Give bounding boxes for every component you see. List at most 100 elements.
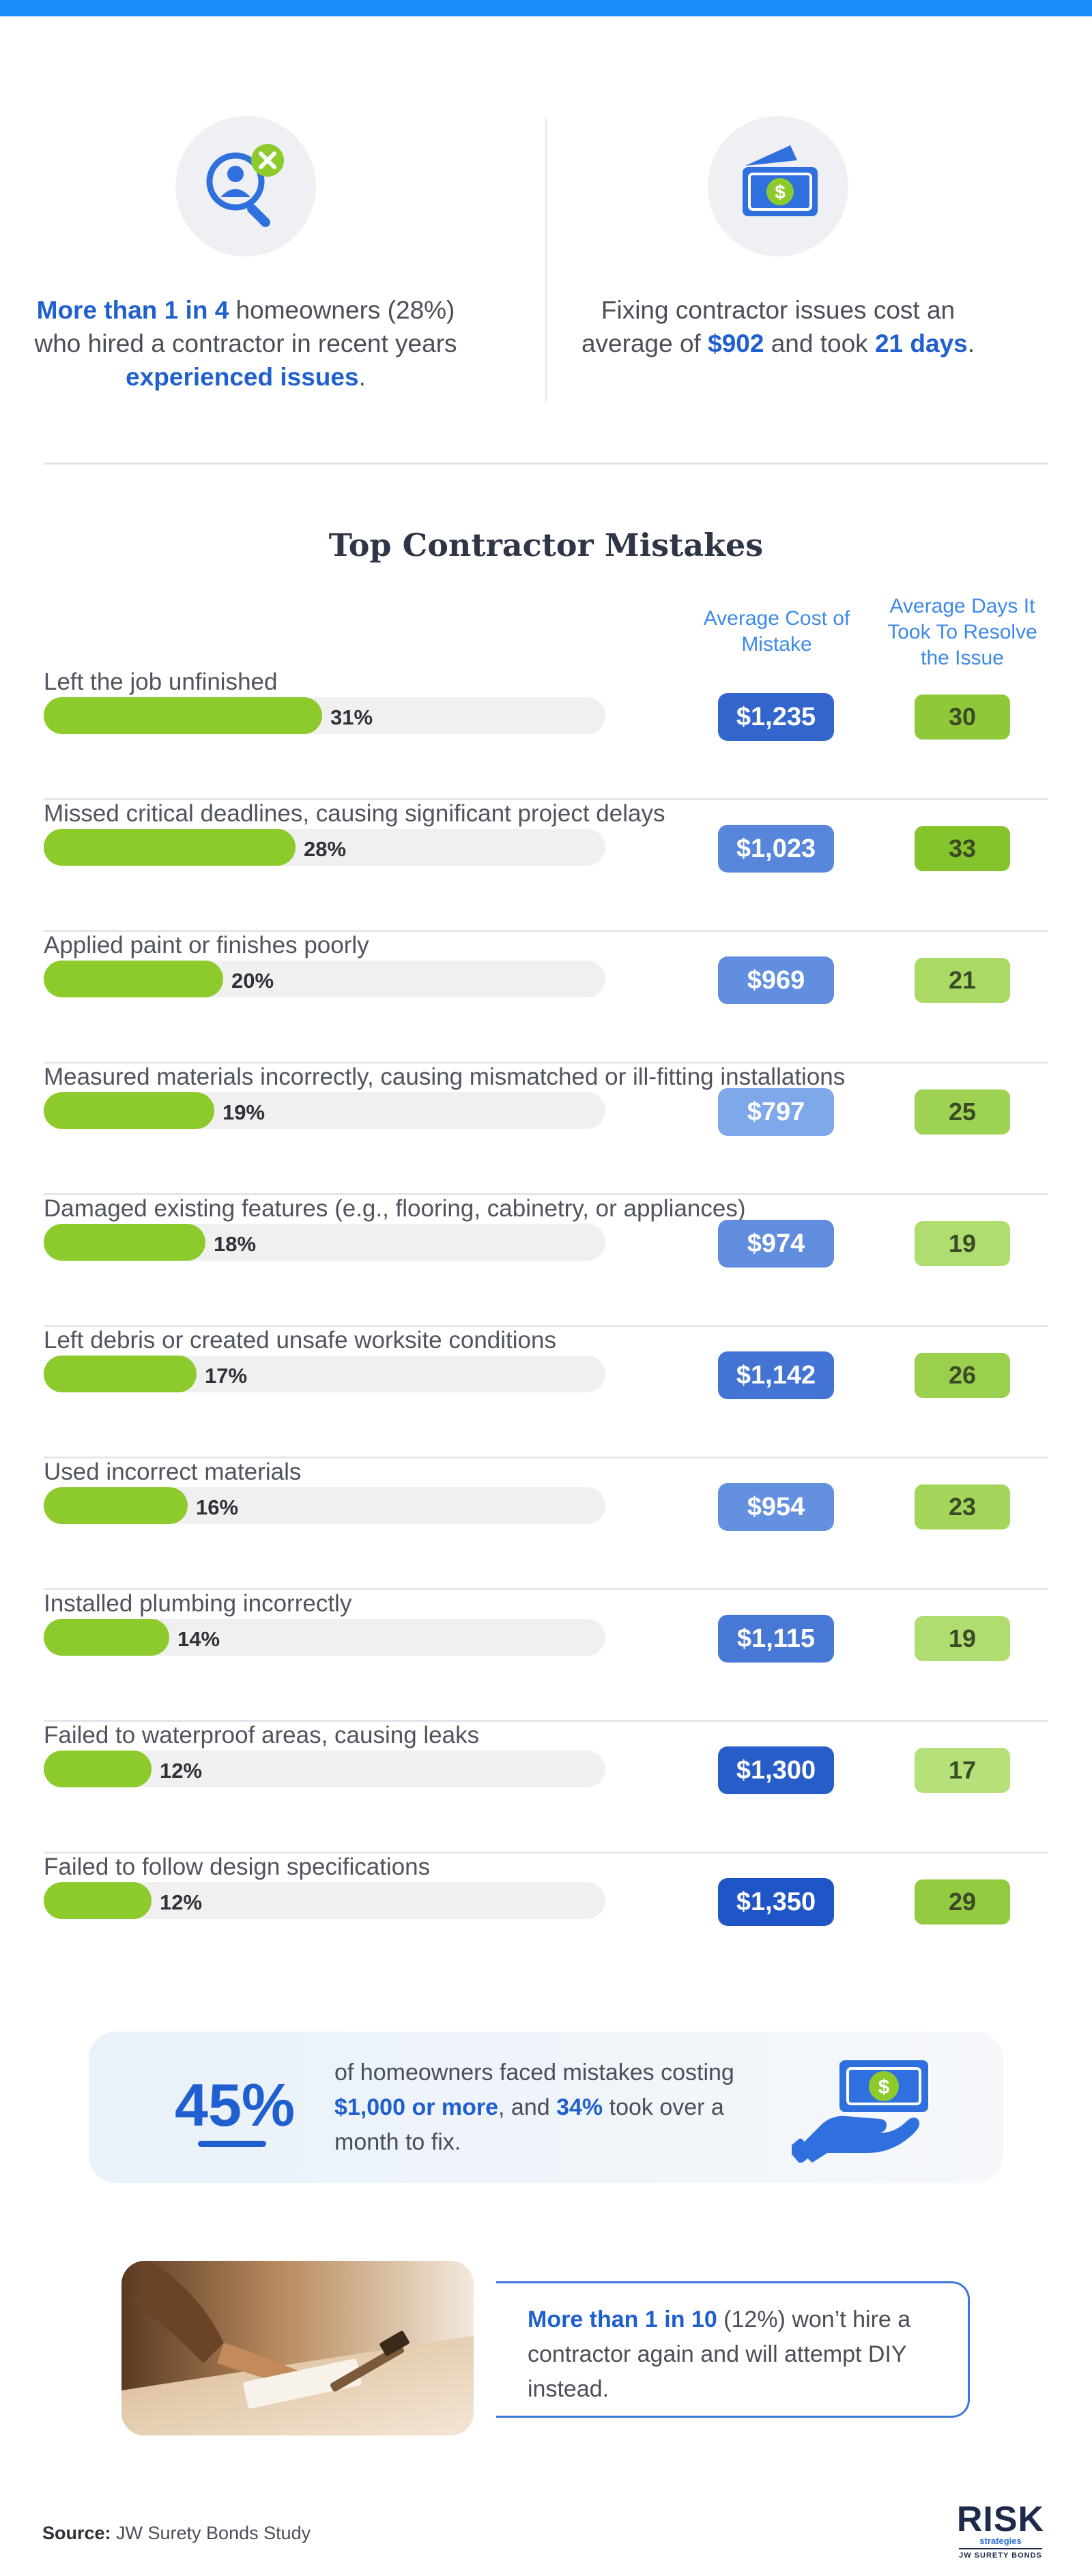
callout-percentage: 45% — [175, 2071, 296, 2139]
source-text: JW Surety Bonds Study — [111, 2523, 311, 2543]
bar-percentage-label: 19% — [222, 1100, 265, 1124]
bar-fill — [44, 1356, 197, 1392]
bar-percentage-label: 31% — [330, 705, 373, 729]
bar-fill — [44, 1224, 205, 1261]
logo-rule — [959, 2548, 1042, 2549]
contractor-photo-illustration — [121, 2261, 474, 2435]
mistake-row: Left debris or created unsafe worksite c… — [44, 1327, 1048, 1459]
diy-text-1: (12%) won’t hire a contractor again and … — [528, 2307, 911, 2402]
bar-track — [44, 961, 605, 997]
cost-pill: $974 — [718, 1220, 834, 1268]
row-divider — [44, 1720, 1048, 1722]
contractor-photo — [121, 2261, 474, 2435]
search-user-x-icon — [206, 144, 284, 227]
source-label: Source: — [42, 2523, 111, 2543]
top-accent-bar — [0, 0, 1092, 16]
bar-percentage-label: 17% — [205, 1364, 248, 1388]
diy-highlight: More than 1 in 10 — [528, 2307, 717, 2332]
cost-pill: $1,235 — [718, 693, 834, 741]
callout-text-2: , and — [498, 2094, 557, 2120]
logo-main: RISK — [956, 2500, 1045, 2539]
days-pill: 26 — [915, 1353, 1010, 1398]
bar-track — [44, 829, 605, 866]
cost-pill: $969 — [718, 956, 834, 1004]
bar-track — [44, 1224, 605, 1261]
stat-left-icon-circle — [175, 116, 316, 257]
stat-right: $ Fixing contractor issues cost an avera… — [560, 116, 996, 360]
bar-percentage-label: 28% — [304, 837, 347, 861]
bar-percentage-label: 20% — [231, 969, 274, 993]
days-pill: 21 — [915, 958, 1010, 1003]
days-pill: 19 — [915, 1221, 1010, 1266]
cost-pill: $797 — [718, 1088, 834, 1136]
hand-money-icon: $ — [792, 2060, 928, 2163]
mistake-label: Applied paint or finishes poorly — [44, 932, 369, 958]
cost-pill: $1,023 — [718, 825, 834, 873]
days-column-header: Average Days It Took To Resolve the Issu… — [887, 595, 1037, 669]
row-divider — [44, 1062, 1048, 1064]
stat-left-text-1: homeowners (28%) who hired a contractor … — [34, 296, 457, 357]
bar-track — [44, 1619, 605, 1656]
row-divider — [44, 1193, 1048, 1195]
source-line: Source: JW Surety Bonds Study — [42, 2523, 311, 2544]
stat-left-highlight-2: experienced issues — [126, 363, 359, 391]
mistake-label: Measured materials incorrectly, causing … — [44, 1064, 846, 1090]
callout-highlight-1: $1,000 or more — [334, 2094, 499, 2120]
days-pill: 29 — [915, 1879, 1010, 1924]
cost-pill: $1,115 — [718, 1615, 834, 1663]
mistake-label: Missed critical deadlines, causing signi… — [44, 800, 665, 827]
stat-right-text-2: and took — [764, 330, 875, 357]
bar-percentage-label: 18% — [214, 1232, 257, 1256]
mistake-row: Measured materials incorrectly, causing … — [44, 1064, 1048, 1195]
stat-left: More than 1 in 4 homeowners (28%) who hi… — [27, 116, 464, 394]
row-divider — [44, 1852, 1048, 1854]
bar-fill — [44, 1751, 152, 1787]
svg-text:$: $ — [878, 2076, 890, 2098]
days-pill: 17 — [915, 1748, 1010, 1793]
cost-pill: $1,350 — [718, 1878, 834, 1926]
bar-track — [44, 1882, 605, 1919]
row-divider — [44, 930, 1048, 932]
callout-box: 45% of homeowners faced mistakes costing… — [89, 2032, 1003, 2183]
row-divider — [44, 798, 1048, 800]
stat-right-text-3: . — [967, 330, 975, 357]
diy-callout-box: More than 1 in 10 (12%) won’t hire a con… — [496, 2281, 970, 2418]
bar-percentage-label: 12% — [160, 1890, 203, 1914]
stat-right-text: Fixing contractor issues cost an average… — [560, 293, 996, 360]
mistake-label: Failed to follow design specifications — [44, 1854, 431, 1880]
mistake-row: Missed critical deadlines, causing signi… — [44, 800, 1048, 932]
bar-fill — [44, 697, 322, 734]
bar-track — [44, 1487, 605, 1524]
bar-fill — [44, 1882, 152, 1919]
row-divider — [44, 1588, 1048, 1590]
bar-track — [44, 1092, 605, 1129]
mistake-label: Left the job unfinished — [44, 669, 278, 695]
bar-fill — [44, 961, 223, 997]
money-icon: $ — [743, 145, 818, 216]
bar-fill — [44, 829, 296, 866]
days-pill: 23 — [915, 1484, 1010, 1530]
cost-pill: $1,142 — [718, 1351, 834, 1399]
mistake-row: Left the job unfinished 31% $1,235 30 — [44, 669, 1048, 800]
row-divider — [44, 1325, 1048, 1327]
row-divider — [44, 1457, 1048, 1459]
bar-percentage-label: 12% — [160, 1759, 203, 1783]
stat-right-highlight-1: $902 — [708, 330, 764, 357]
callout-text-3: took over a month to fix. — [334, 2094, 724, 2155]
mistake-label: Left debris or created unsafe worksite c… — [44, 1327, 556, 1353]
brand-logo: RISK strategies JW SURETY BONDS — [946, 2502, 1055, 2560]
section-divider — [44, 463, 1048, 465]
mistake-row: Applied paint or finishes poorly 20% $969 2… — [44, 932, 1048, 1064]
cost-pill: $1,300 — [718, 1746, 834, 1794]
mistake-label: Damaged existing features (e.g., floorin… — [44, 1195, 746, 1222]
mistake-row: Damaged existing features (e.g., floorin… — [44, 1195, 1048, 1327]
bar-track — [44, 1751, 605, 1787]
days-pill: 30 — [915, 694, 1010, 740]
chart-title: Top Contractor Mistakes — [328, 527, 764, 564]
stat-left-highlight-1: More than 1 in 4 — [36, 296, 229, 324]
mistake-label: Failed to waterproof areas, causing leak… — [44, 1722, 480, 1748]
stat-right-text-1: Fixing contractor issues cost an average… — [581, 296, 956, 357]
mistake-label: Used incorrect materials — [44, 1459, 302, 1485]
days-pill: 25 — [915, 1089, 1010, 1135]
diy-text: More than 1 in 10 (12%) won’t hire a con… — [528, 2302, 951, 2407]
